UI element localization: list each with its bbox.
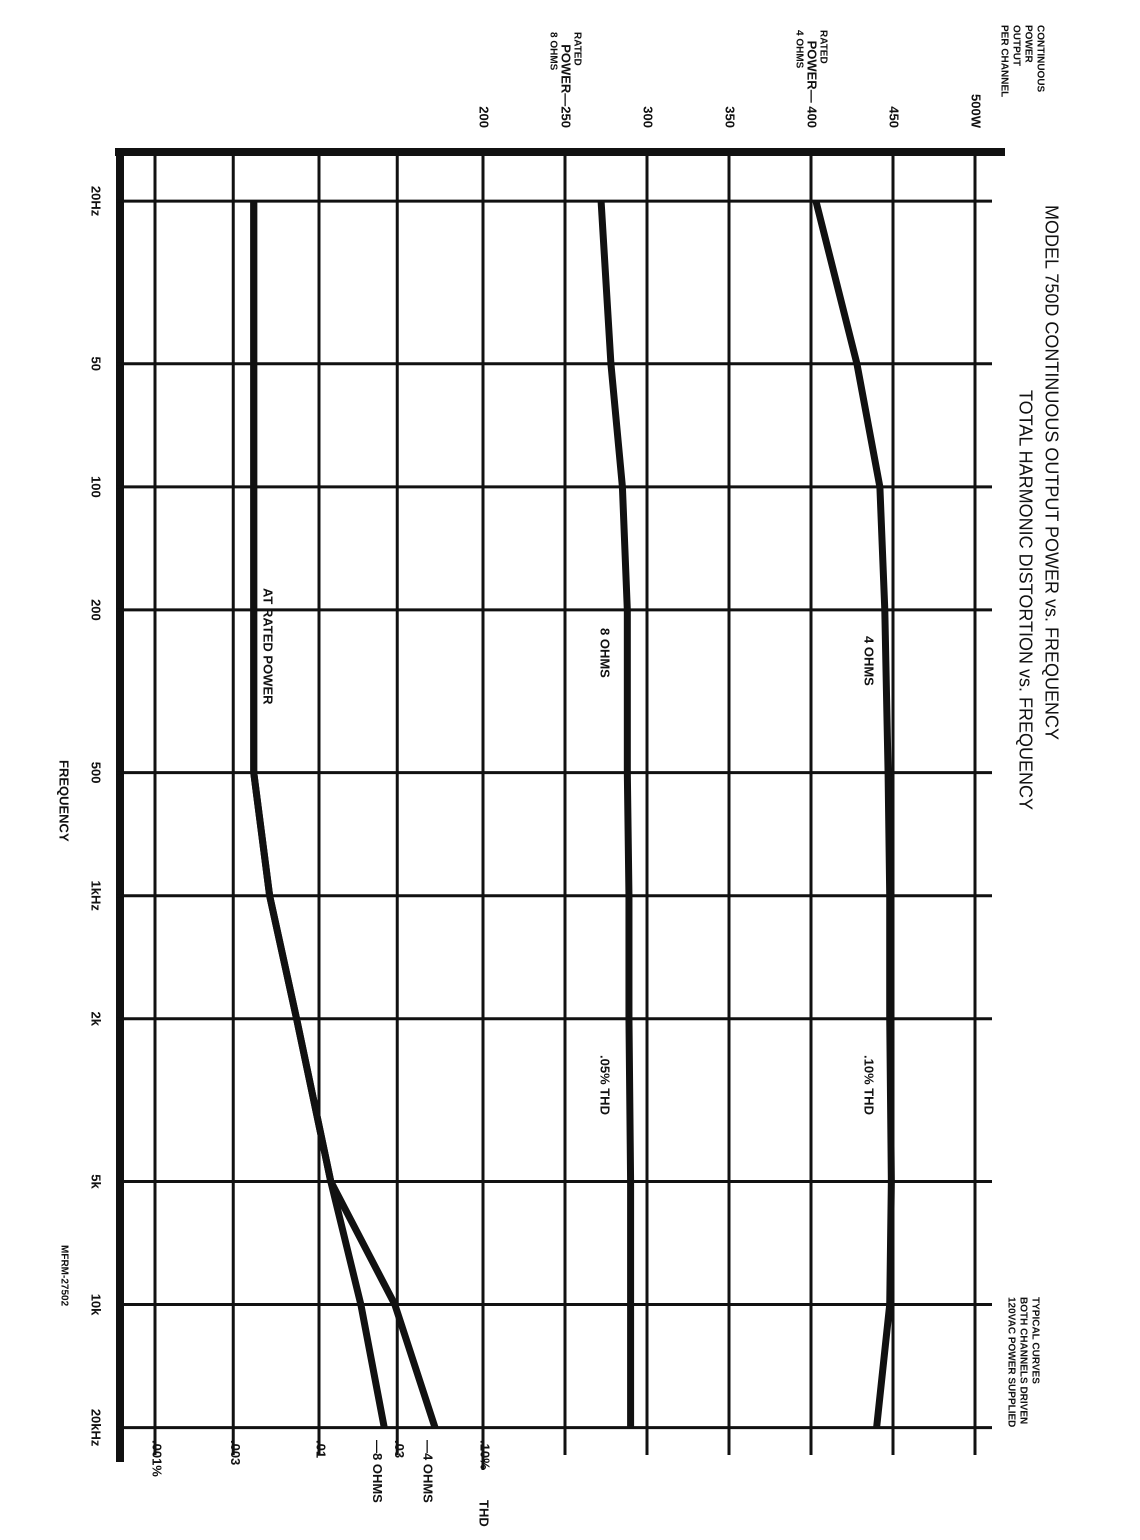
y2-tick-label: .003 bbox=[228, 1440, 243, 1465]
y2-tick-label: .03 bbox=[392, 1440, 407, 1458]
annotation: RATED bbox=[571, 32, 582, 66]
x-tick-label: 20Hz bbox=[89, 186, 104, 217]
legend-label: —8 OHMS bbox=[370, 1440, 385, 1503]
y-label: OUTPUT bbox=[1010, 25, 1021, 66]
y-tick-label: 300 bbox=[641, 106, 656, 128]
x-tick-label: 500 bbox=[89, 762, 104, 784]
y-tick-label: 350 bbox=[723, 106, 738, 128]
annotation: MFRM-27502 bbox=[58, 1245, 69, 1307]
y-tick-label: 200 bbox=[477, 106, 492, 128]
annotation: TYPICAL CURVES bbox=[1029, 1297, 1040, 1384]
x-tick-label: 1kHz bbox=[89, 881, 104, 912]
annotation: 4 OHMS bbox=[862, 636, 877, 686]
annotation: 4 OHMS bbox=[793, 30, 804, 69]
x-tick-label: 20kHz bbox=[89, 1409, 104, 1447]
annotation: THD bbox=[477, 1500, 492, 1527]
x-tick-label: 2k bbox=[89, 1012, 104, 1027]
y-tick-label: POWER—250 bbox=[559, 44, 574, 128]
annotation: RATED bbox=[817, 30, 828, 64]
series-line bbox=[250, 201, 388, 1429]
annotation: .10% THD bbox=[862, 1055, 877, 1115]
annotation: 8 OHMS bbox=[547, 32, 558, 71]
legend-label: —4 OHMS bbox=[421, 1440, 436, 1503]
x-tick-label: 50 bbox=[89, 357, 104, 371]
y-label: CONTINUOUS bbox=[1034, 25, 1045, 93]
x-tick-label: 5k bbox=[89, 1174, 104, 1189]
annotation: BOTH CHANNELS DRIVEN bbox=[1017, 1297, 1028, 1424]
annotation: AT RATED POWER bbox=[261, 588, 276, 705]
y2-tick-label: .001% bbox=[150, 1440, 165, 1477]
series-line bbox=[597, 200, 635, 1428]
series-line bbox=[812, 200, 895, 1428]
y-tick-label: POWER— 400 bbox=[805, 41, 820, 128]
x-tick-label: 10k bbox=[89, 1294, 104, 1316]
x-label: FREQUENCY bbox=[57, 760, 72, 842]
y2-tick-label: .01 bbox=[314, 1440, 329, 1458]
y-tick-label: 500W bbox=[969, 94, 984, 129]
y-tick-label: 450 bbox=[887, 106, 902, 128]
x-tick-label: 200 bbox=[89, 599, 104, 621]
annotation: .05% THD bbox=[598, 1055, 613, 1115]
x-tick-label: 100 bbox=[89, 476, 104, 498]
y-label: PER CHANNEL bbox=[998, 25, 1009, 97]
y-label: POWER bbox=[1022, 25, 1033, 64]
chart-title: MODEL 750D CONTINUOUS OUTPUT POWER vs. F… bbox=[1041, 205, 1061, 740]
y2-tick-label: .10% bbox=[478, 1440, 493, 1470]
annotation: 8 OHMS bbox=[598, 628, 613, 678]
annotation: 120VAC POWER SUPPLIED bbox=[1005, 1297, 1016, 1427]
chart-subtitle: TOTAL HARMONIC DISTORTION vs. FREQUENCY bbox=[1015, 390, 1035, 810]
